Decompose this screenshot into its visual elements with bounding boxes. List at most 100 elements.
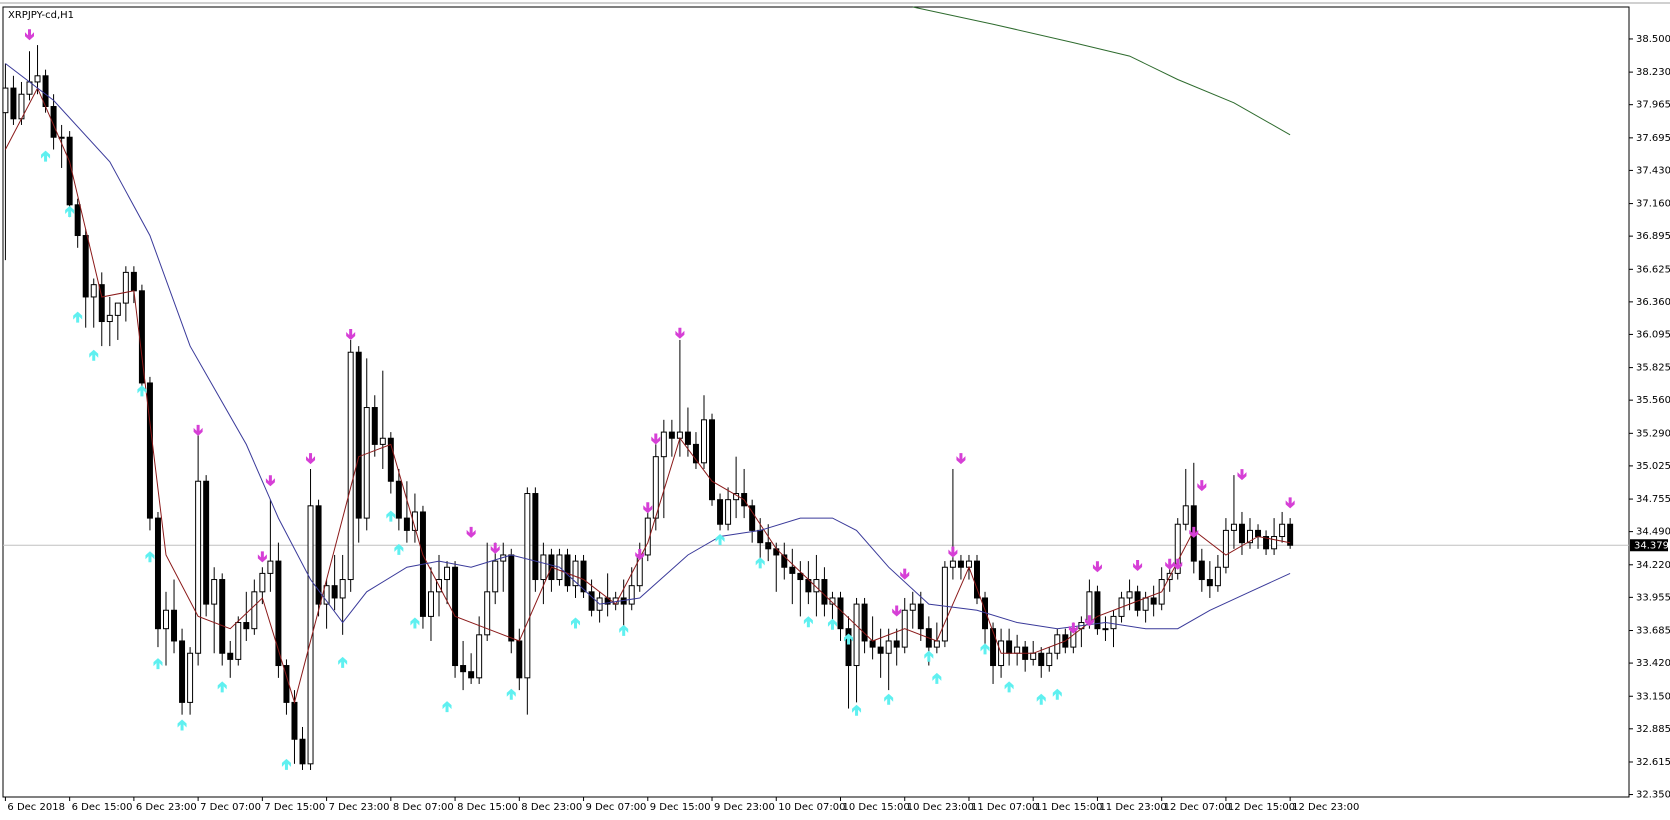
- x-tick-label: 7 Dec 23:00: [329, 802, 390, 813]
- y-tick-label: 33.955: [1636, 592, 1670, 603]
- candle-body-up: [187, 652, 194, 703]
- candle-body-up: [114, 302, 121, 316]
- fractal-arrow: [571, 617, 581, 629]
- y-tick-label: 34.220: [1636, 560, 1670, 571]
- candle-body-down: [10, 87, 17, 120]
- fractal-arrow: [490, 542, 500, 554]
- candle-body-down: [709, 419, 716, 501]
- fractal-arrow: [394, 543, 404, 555]
- fractal-arrow: [24, 29, 34, 41]
- candle-body-up: [909, 603, 916, 611]
- candle-body-down: [869, 640, 876, 648]
- candle-body-up: [90, 284, 97, 298]
- x-tick-label: 6 Dec 15:00: [72, 802, 133, 813]
- fractal-arrow: [338, 656, 348, 668]
- candle-body-down: [98, 284, 105, 323]
- candle-body-down: [861, 603, 868, 642]
- candle-body-up: [1102, 628, 1109, 631]
- candle-body-up: [347, 351, 354, 581]
- candle-body-down: [1206, 579, 1213, 587]
- x-tick-label: 12 Dec 23:00: [1292, 802, 1359, 813]
- candle-body-down: [1263, 536, 1270, 550]
- fractal-arrow: [884, 693, 894, 705]
- chart-title: XRPJPY-cd,H1: [8, 10, 74, 21]
- candle-body-down: [1094, 591, 1101, 630]
- candle-body-up: [628, 585, 635, 605]
- candle-body-down: [203, 480, 210, 605]
- fractal-arrow: [1237, 469, 1247, 481]
- fractal-arrow: [257, 551, 267, 563]
- candle-body-down: [395, 480, 402, 519]
- candle-body-up: [339, 579, 346, 599]
- candle-body-up: [1046, 652, 1053, 667]
- candle-body-up: [1110, 615, 1117, 630]
- y-tick-label: 35.025: [1636, 461, 1670, 472]
- fractal-arrow: [892, 605, 902, 617]
- candle-body-up: [676, 431, 683, 439]
- fractal-arrow: [844, 633, 854, 645]
- candle-body-up: [267, 560, 274, 574]
- candle-body-down: [917, 603, 924, 630]
- candle-body-down: [893, 640, 900, 648]
- candle-body-up: [700, 419, 707, 464]
- fractal-arrow: [73, 311, 83, 323]
- x-tick-label: 12 Dec 07:00: [1164, 802, 1231, 813]
- candle-body-up: [1182, 505, 1189, 525]
- y-tick-label: 36.625: [1636, 264, 1670, 275]
- fractal-arrow: [1173, 558, 1183, 570]
- candle-body-up: [122, 271, 129, 304]
- fractal-arrow: [265, 475, 275, 487]
- candle-body-down: [1287, 523, 1294, 546]
- fractal-arrow: [1133, 560, 1143, 572]
- candle-body-up: [853, 603, 860, 667]
- price-tag: [1630, 539, 1668, 552]
- x-tick-label: 9 Dec 07:00: [586, 802, 647, 813]
- candle-body-down: [275, 560, 282, 667]
- x-tick-label: 8 Dec 23:00: [521, 802, 582, 813]
- candle-body-up: [1222, 529, 1229, 568]
- candle-body-down: [1238, 523, 1245, 544]
- candle-body-up: [1174, 523, 1181, 574]
- x-tick-label: 10 Dec 15:00: [842, 802, 909, 813]
- fractal-arrow: [410, 617, 420, 629]
- fractal-arrow: [89, 349, 99, 361]
- x-tick-label: 9 Dec 15:00: [650, 802, 711, 813]
- candle-body-up: [235, 622, 242, 660]
- fractal-arrow: [346, 329, 356, 341]
- y-tick-label: 38.230: [1636, 67, 1670, 78]
- fractal-arrow: [980, 643, 990, 655]
- candle-body-up: [644, 517, 651, 556]
- fractal-arrow: [956, 453, 966, 465]
- y-tick-label: 35.290: [1636, 428, 1670, 439]
- fractal-arrow: [755, 557, 765, 569]
- candle-body-up: [2, 87, 9, 114]
- fractal-arrow: [924, 650, 934, 662]
- candle-body-up: [259, 572, 266, 593]
- fractal-arrow: [1165, 558, 1175, 570]
- candle-body-down: [299, 738, 306, 765]
- candle-body-up: [540, 554, 547, 581]
- fractal-arrow: [1197, 480, 1207, 492]
- candle-body-down: [532, 493, 539, 581]
- candle-body-down: [227, 652, 234, 660]
- candle-body-down: [331, 585, 338, 599]
- candle-body-down: [588, 591, 595, 611]
- candle-body-down: [797, 572, 804, 581]
- candle-body-up: [524, 493, 531, 679]
- candle-body-down: [74, 204, 81, 237]
- candle-body-up: [725, 499, 732, 525]
- candle-body-up: [1142, 597, 1149, 611]
- candle-body-down: [315, 505, 322, 605]
- candle-body-up: [933, 640, 940, 648]
- x-tick-label: 12 Dec 15:00: [1228, 802, 1295, 813]
- x-tick-label: 11 Dec 15:00: [1035, 802, 1102, 813]
- candle-body-down: [243, 622, 250, 630]
- y-tick-label: 36.095: [1636, 329, 1670, 340]
- y-tick-label: 33.150: [1636, 691, 1670, 702]
- y-tick-label: 36.895: [1636, 231, 1670, 242]
- y-tick-label: 35.560: [1636, 395, 1670, 406]
- candle-body-up: [411, 511, 418, 531]
- fractal-arrow: [852, 704, 862, 716]
- y-tick-label: 33.420: [1636, 658, 1670, 669]
